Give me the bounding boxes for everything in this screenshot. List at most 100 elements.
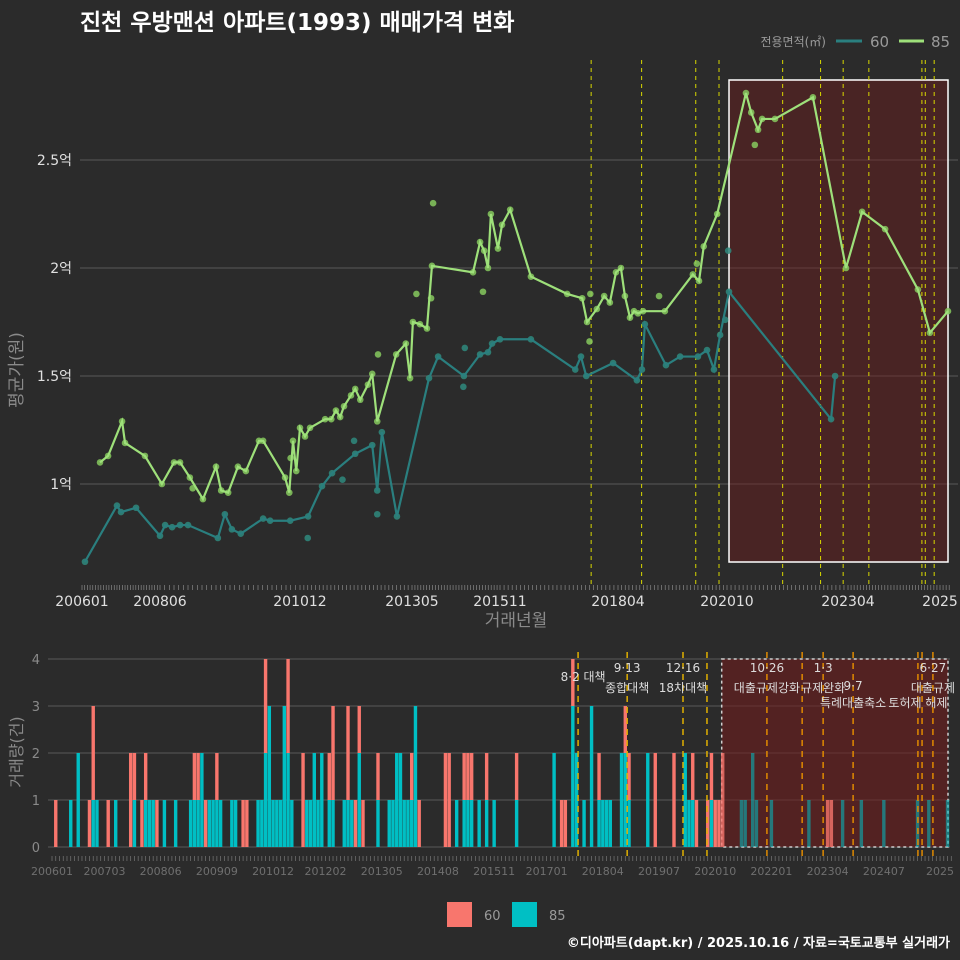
bar-85 xyxy=(230,800,234,847)
volume-chart: 0 1 2 3 4 8·2 대책 9·13 종합대책 12·16 18차대책 10·26 대출규제강화… xyxy=(31,652,955,878)
bar-85 xyxy=(312,753,316,847)
y-tick-label: 2.5억 xyxy=(37,153,72,169)
bar-60 xyxy=(709,753,714,800)
bar-85 xyxy=(807,800,811,847)
bar-85 xyxy=(173,800,178,847)
bar-60 xyxy=(672,753,676,847)
bar-85 xyxy=(623,753,627,847)
event-label-bottom: 18차대책 xyxy=(659,680,707,695)
legend-title: 전용면적(㎡) xyxy=(760,35,826,49)
x-tick-label: 202201 xyxy=(750,865,792,878)
bar-85 xyxy=(413,706,418,847)
bar-85 xyxy=(709,800,714,847)
bar-85 xyxy=(305,800,309,847)
top-legend: 전용면적(㎡) 60 85 xyxy=(760,33,950,51)
bar-85 xyxy=(604,800,609,847)
point-60 xyxy=(350,437,358,445)
bar-60 xyxy=(627,753,631,800)
line-85 xyxy=(99,92,949,502)
point-85 xyxy=(479,288,487,296)
bar-85 xyxy=(406,800,410,847)
y-tick-label: 0 xyxy=(32,841,40,856)
price-chart: 1억 1.5억 2억 2.5억 200601 200806 201012 201305 2015… xyxy=(37,60,958,610)
bar-60 xyxy=(706,800,710,847)
point-85 xyxy=(429,199,437,207)
bottom-legend: 60 85 xyxy=(447,902,566,927)
bar-60 xyxy=(713,800,717,847)
bar-60 xyxy=(192,753,197,800)
bar-60 xyxy=(571,659,575,706)
x-tick-label: 201202 xyxy=(305,865,347,878)
x-tick-label: 200806 xyxy=(133,594,187,610)
bar-85 xyxy=(151,800,155,847)
event-label-bottom: 대출규제강화 xyxy=(734,681,800,695)
bar-60 xyxy=(825,800,830,847)
bar-85 xyxy=(410,800,414,847)
y-tick-label: 2 xyxy=(32,747,40,762)
x-tick-label: 200601 xyxy=(55,594,108,610)
bar-60 xyxy=(263,659,268,753)
point-60 xyxy=(373,510,381,518)
bar-85 xyxy=(687,800,691,847)
x-tick-label: 201408 xyxy=(417,865,459,878)
point-85 xyxy=(587,290,594,298)
bar-85 xyxy=(267,706,272,847)
bar-85 xyxy=(320,753,324,847)
bar-85 xyxy=(469,800,474,847)
bar-85 xyxy=(492,800,496,847)
bar-60 xyxy=(410,753,414,800)
bar-60 xyxy=(143,753,148,800)
bar-85 xyxy=(76,753,80,847)
bar-60 xyxy=(559,800,564,847)
x-tick-label: 201701 xyxy=(526,865,568,878)
bar-60 xyxy=(563,800,568,847)
volume-y-axis-title: 거래량(건) xyxy=(7,716,26,787)
y-tick-label: 1.5억 xyxy=(37,369,72,385)
bar-85 xyxy=(192,800,197,847)
bar-85 xyxy=(391,800,395,847)
bar-85 xyxy=(327,800,331,847)
event-label-top: 9·7 xyxy=(844,679,863,693)
bar-85 xyxy=(754,800,759,847)
bar-85 xyxy=(200,753,204,847)
bar-85 xyxy=(454,800,459,847)
bar-60 xyxy=(717,800,721,847)
bar-85 xyxy=(147,800,152,847)
bar-85 xyxy=(927,800,931,847)
bar-60 xyxy=(106,800,110,847)
bar-60 xyxy=(466,753,470,800)
bar-85 xyxy=(207,800,212,847)
bar-85 xyxy=(915,800,920,847)
bar-85 xyxy=(589,706,594,847)
bar-60 xyxy=(286,659,290,753)
x-tick-label: 201804 xyxy=(582,865,624,878)
point-85 xyxy=(374,351,382,358)
bar-60 xyxy=(215,753,219,800)
point-60 xyxy=(339,476,346,483)
x-tick-label: 2025 xyxy=(926,865,954,878)
bar-85 xyxy=(188,800,193,847)
bar-60 xyxy=(128,753,133,847)
x-tick-label: 201305 xyxy=(385,594,438,610)
event-label-bottom: 규제완화 xyxy=(801,681,845,695)
bar-85 xyxy=(462,800,466,847)
bar-60 xyxy=(155,800,159,847)
bar-85 xyxy=(316,800,320,847)
bar-85 xyxy=(882,800,886,847)
y-tick-label: 4 xyxy=(32,653,40,668)
legend-85-label: 85 xyxy=(931,33,950,51)
x-tick-label: 201511 xyxy=(473,865,515,878)
bar-85 xyxy=(271,800,275,847)
y-tick-label: 3 xyxy=(32,700,40,715)
bar-85 xyxy=(278,800,283,847)
y-tick-label: 1억 xyxy=(50,477,72,493)
bar-85 xyxy=(218,800,223,847)
bar-85 xyxy=(398,753,403,847)
bar-85 xyxy=(233,800,238,847)
bar-60 xyxy=(462,753,466,800)
x-axis-title: 거래년월 xyxy=(485,611,548,631)
x-tick-label: 202304 xyxy=(821,594,875,610)
bar-85 xyxy=(608,800,613,847)
bar-85 xyxy=(945,800,950,847)
point-85 xyxy=(751,141,759,149)
